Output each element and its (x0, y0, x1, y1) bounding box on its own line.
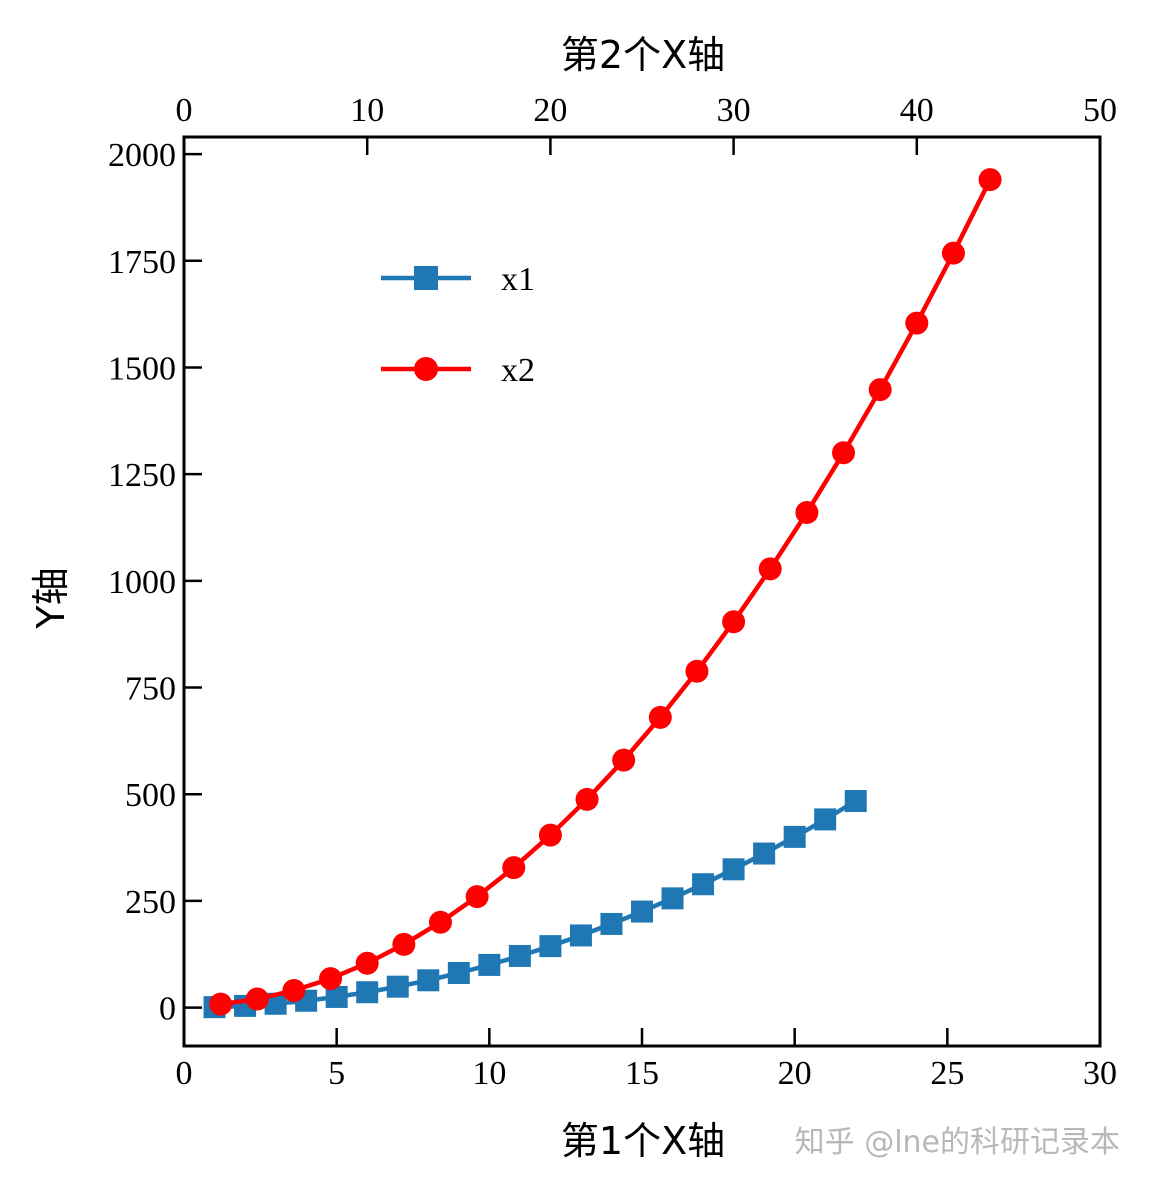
top-x-tick-label: 10 (350, 92, 384, 129)
data-point-x1 (478, 953, 501, 976)
legend-entry-x1: x1 (381, 261, 535, 298)
series-line-x1 (214, 799, 857, 1010)
series-line-x2 (220, 178, 993, 1007)
top-x-tick-label: 0 (176, 92, 193, 129)
data-point-x1 (508, 944, 531, 967)
bottom-x-axis-title: 第1个X轴 (561, 1119, 725, 1163)
data-point-x2 (538, 823, 562, 847)
bottom-x-tick-label: 5 (328, 1055, 345, 1092)
data-point-x1 (844, 790, 867, 813)
data-point-x2 (722, 610, 746, 634)
data-point-x1 (783, 825, 806, 848)
data-point-x2 (319, 967, 343, 991)
data-point-x1 (722, 858, 745, 881)
data-point-x1 (600, 912, 623, 935)
data-point-x2 (355, 951, 379, 975)
top-x-tick-label: 30 (717, 92, 751, 129)
top-x-tick-label: 50 (1083, 92, 1117, 129)
y-axis-title: Y轴 (29, 567, 73, 629)
data-point-x1 (631, 900, 653, 923)
series-x2 (209, 168, 1002, 1016)
y-tick-label: 250 (125, 884, 176, 921)
legend-marker-x2 (414, 357, 438, 381)
top-x-axis-title: 第2个X轴 (561, 33, 725, 77)
y-tick-label: 2000 (108, 137, 176, 174)
data-point-x2 (428, 910, 452, 934)
data-point-x1 (814, 808, 837, 831)
data-point-x1 (569, 924, 592, 947)
data-point-x2 (575, 787, 599, 811)
top-x-tick-label: 20 (533, 92, 567, 129)
series-layer (203, 168, 1002, 1019)
data-point-x2 (941, 241, 965, 265)
data-point-x1 (753, 842, 776, 865)
data-point-x1 (325, 985, 348, 1008)
data-point-x2 (612, 748, 636, 772)
y-tick-label: 0 (159, 991, 176, 1028)
bottom-x-tick-label: 0 (176, 1055, 193, 1092)
bottom-x-tick-label: 20 (778, 1055, 812, 1092)
data-point-x1 (661, 887, 684, 910)
data-point-x1 (692, 873, 715, 896)
data-point-x2 (758, 557, 782, 581)
data-point-x2 (209, 992, 233, 1016)
data-point-x2 (905, 311, 929, 335)
y-tick-label: 1750 (108, 244, 176, 281)
y-tick-label: 1000 (108, 564, 176, 601)
bottom-x-tick-label: 15 (625, 1055, 659, 1092)
data-point-x1 (386, 975, 409, 998)
data-point-x1 (417, 969, 440, 992)
data-point-x1 (447, 962, 470, 985)
data-point-x2 (978, 168, 1002, 192)
data-point-x2 (648, 705, 672, 729)
y-tick-label: 1250 (108, 457, 176, 494)
y-tick-label: 500 (125, 777, 176, 814)
legend-label-x1: x1 (501, 261, 535, 298)
data-point-x1 (539, 935, 562, 958)
watermark: 知乎 @lne的科研记录本 (795, 1125, 1120, 1160)
data-point-x2 (392, 932, 416, 956)
legend: x1 x2 (381, 261, 535, 389)
data-point-x2 (282, 979, 306, 1003)
y-tick-label: 750 (125, 671, 176, 708)
data-point-x2 (685, 659, 709, 683)
data-point-x2 (795, 501, 819, 525)
data-point-x2 (502, 856, 526, 880)
bottom-x-tick-label: 25 (930, 1055, 964, 1092)
bottom-x-tick-label: 30 (1083, 1055, 1117, 1092)
top-x-tick-label: 40 (900, 92, 934, 129)
legend-marker-x1 (414, 266, 438, 290)
legend-entry-x2: x2 (381, 352, 535, 389)
data-point-x2 (245, 987, 269, 1011)
data-point-x2 (868, 378, 892, 402)
bottom-x-tick-label: 10 (472, 1055, 506, 1092)
data-point-x1 (356, 981, 379, 1004)
data-point-x2 (465, 885, 489, 909)
y-tick-label: 1500 (108, 350, 176, 387)
legend-label-x2: x2 (501, 352, 535, 389)
data-point-x2 (832, 441, 856, 465)
axes-layer: 0 5 10 15 20 25 300 10 20 30 40 5002505007501000125… (108, 92, 1117, 1092)
